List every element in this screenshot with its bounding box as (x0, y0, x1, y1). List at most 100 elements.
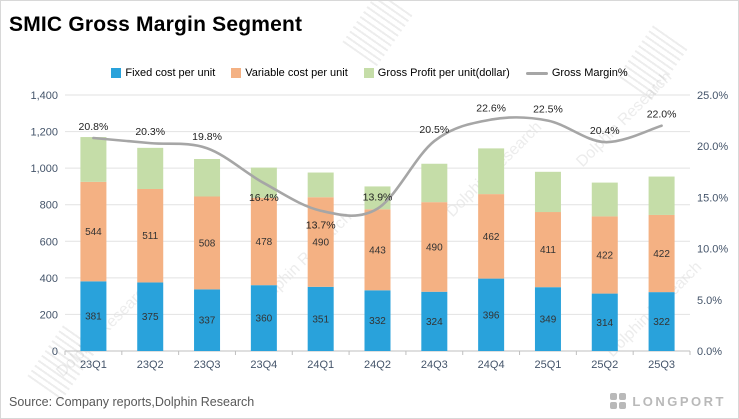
bar-segment (80, 281, 107, 351)
x-axis-category-label: 23Q2 (137, 359, 164, 371)
bar-value-label: 360 (256, 314, 273, 325)
x-axis-category-label: 24Q1 (307, 359, 334, 371)
bar-segment (137, 147, 164, 189)
bar-value-label: 422 (653, 249, 670, 260)
gross-margin-line (92, 116, 663, 217)
bar-segment (307, 172, 334, 198)
legend-label: Gross Margin% (551, 67, 628, 79)
watermark-barcode (342, 1, 414, 67)
bar-segment (194, 196, 221, 290)
bar-value-label: 337 (199, 316, 216, 327)
bar-segment (194, 159, 221, 197)
line-percent-label: 20.5% (419, 124, 449, 136)
left-axis-tick-label: 400 (40, 273, 58, 285)
bar-segment (534, 287, 561, 351)
bar-segment (421, 163, 448, 203)
left-axis-tick-label: 0 (52, 346, 58, 358)
bar-segment (534, 212, 561, 288)
longport-grid-icon (610, 393, 627, 409)
line-percent-label: 20.3% (135, 126, 165, 138)
chart-plot-area: 0 200 400 600 800 1,000 1,200 1,400 0.0% 5.0% 10.0… (30, 90, 728, 371)
bar-value-label: 411 (540, 245, 556, 256)
legend-square-marker (363, 68, 374, 78)
legend-label: Fixed cost per unit (125, 67, 216, 79)
x-axis-category-label: 24Q3 (421, 359, 448, 371)
legend-label: Variable cost per unit (245, 67, 348, 79)
x-axis-category-label: 25Q2 (591, 359, 618, 371)
line-percent-label: 13.7% (306, 220, 336, 232)
bar-segment (364, 290, 391, 351)
bar-segment (250, 197, 277, 286)
bar-value-label: 332 (369, 316, 386, 327)
x-axis-category-label: 23Q1 (80, 359, 107, 371)
bar-value-label: 490 (312, 238, 329, 249)
bar-value-label: 511 (142, 231, 158, 242)
bar-value-label: 349 (540, 315, 557, 326)
source-note: Source: Company reports,Dolphin Research (9, 395, 255, 409)
bar-value-label: 381 (85, 312, 102, 323)
bar-segment (478, 194, 505, 279)
line-percent-label: 19.8% (192, 131, 222, 143)
longport-logo: LONGPORT (610, 393, 726, 409)
bar-segment (648, 176, 675, 215)
bar-segment (478, 278, 505, 351)
right-axis-tick-label: 20.0% (697, 141, 728, 153)
bar-value-label: 422 (596, 251, 613, 262)
longport-label: LONGPORT (632, 393, 726, 409)
bar-segment (364, 209, 391, 291)
left-axis-tick-label: 800 (40, 200, 58, 212)
right-axis-tick-label: 25.0% (697, 90, 728, 102)
x-axis-category-label: 23Q4 (250, 359, 277, 371)
right-axis-tick-label: 15.0% (697, 192, 728, 204)
bar-segment (648, 214, 675, 293)
bar-value-label: 490 (426, 242, 443, 253)
bar-value-label: 544 (85, 227, 102, 238)
left-axis-tick-label: 1,000 (30, 163, 58, 175)
legend: Fixed cost per unit Variable cost per uni… (1, 67, 738, 79)
bar-segment (534, 171, 561, 213)
legend-square-marker (231, 68, 242, 78)
right-axis-tick-label: 0.0% (697, 346, 722, 358)
legend-item: Gross Margin% (525, 67, 628, 79)
bar-segment (421, 202, 448, 292)
line-percent-label: 20.4% (590, 125, 620, 137)
bar-segment (80, 181, 107, 282)
bar-value-label: 314 (596, 318, 613, 329)
bar-segment (591, 216, 618, 294)
bar-segment (478, 148, 505, 195)
line-percent-label: 13.9% (363, 192, 393, 204)
bar-segment (250, 285, 277, 351)
legend-square-marker (111, 68, 122, 78)
x-axis-category-label: 23Q3 (194, 359, 221, 371)
x-axis-category-label: 24Q4 (478, 359, 505, 371)
legend-item: Variable cost per unit (231, 67, 348, 79)
x-axis-category-label: 25Q1 (534, 359, 561, 371)
left-axis-tick-label: 1,400 (30, 90, 58, 102)
bar-value-label: 322 (653, 317, 670, 328)
bar-segment (307, 286, 334, 351)
bar-value-label: 351 (312, 314, 329, 325)
bar-value-label: 508 (199, 238, 216, 249)
bar-segment (648, 292, 675, 351)
legend-item: Fixed cost per unit (111, 67, 215, 79)
right-axis-tick-label: 10.0% (697, 244, 728, 256)
bar-segment (591, 182, 618, 217)
bar-value-label: 324 (426, 317, 443, 328)
left-axis-tick-label: 1,200 (30, 127, 58, 139)
bar-segment (137, 282, 164, 351)
bar-value-label: 443 (369, 245, 386, 256)
bar-segment (80, 137, 107, 182)
line-percent-label: 16.4% (249, 192, 279, 204)
chart-title: SMIC Gross Margin Segment (9, 13, 303, 36)
line-percent-label: 22.0% (647, 109, 677, 121)
legend-item: Gross Profit per unit(dollar) (363, 67, 510, 79)
bar-segment (194, 289, 221, 351)
left-axis-tick-label: 200 (40, 309, 58, 321)
line-percent-label: 20.8% (79, 121, 109, 133)
bar-segment (421, 291, 448, 351)
legend-label: Gross Profit per unit(dollar) (377, 67, 510, 79)
bar-value-label: 396 (483, 310, 500, 321)
bar-value-label: 375 (142, 312, 159, 323)
left-axis-tick-label: 600 (40, 236, 58, 248)
